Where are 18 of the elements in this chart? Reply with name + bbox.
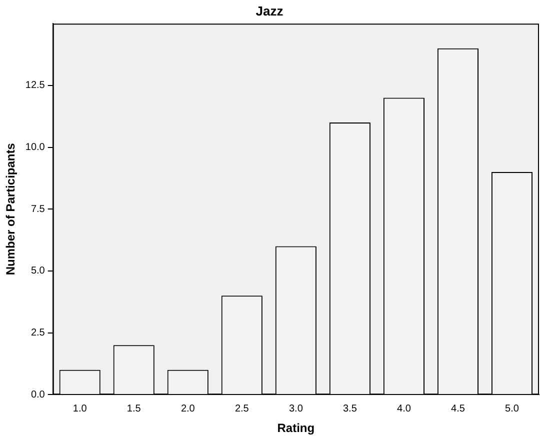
x-tick-label: 4.0 xyxy=(397,403,412,414)
chart-title: Jazz xyxy=(256,3,284,18)
y-tick-label: 5.0 xyxy=(30,266,46,277)
y-tick-label: 10.0 xyxy=(25,142,46,154)
y-tick-label: 7.5 xyxy=(30,204,46,215)
x-tick-label: 4.5 xyxy=(451,403,466,414)
y-tick-label: 12.5 xyxy=(25,80,46,92)
x-tick-label: 3.5 xyxy=(342,403,358,414)
y-tick-label: 2.5 xyxy=(30,328,46,339)
x-axis-title: Rating xyxy=(277,421,315,436)
y-axis-title: Number of Participants xyxy=(4,142,18,276)
x-tick-label: 5.0 xyxy=(505,403,520,414)
x-tick-label: 2.5 xyxy=(234,403,250,414)
x-tick-label: 1.5 xyxy=(126,403,142,414)
x-tick-label: 3.0 xyxy=(288,403,304,414)
x-tick-label: 1.0 xyxy=(72,403,88,414)
x-tick-label: 2.0 xyxy=(180,403,196,414)
y-tick-label: 0.0 xyxy=(30,389,46,400)
